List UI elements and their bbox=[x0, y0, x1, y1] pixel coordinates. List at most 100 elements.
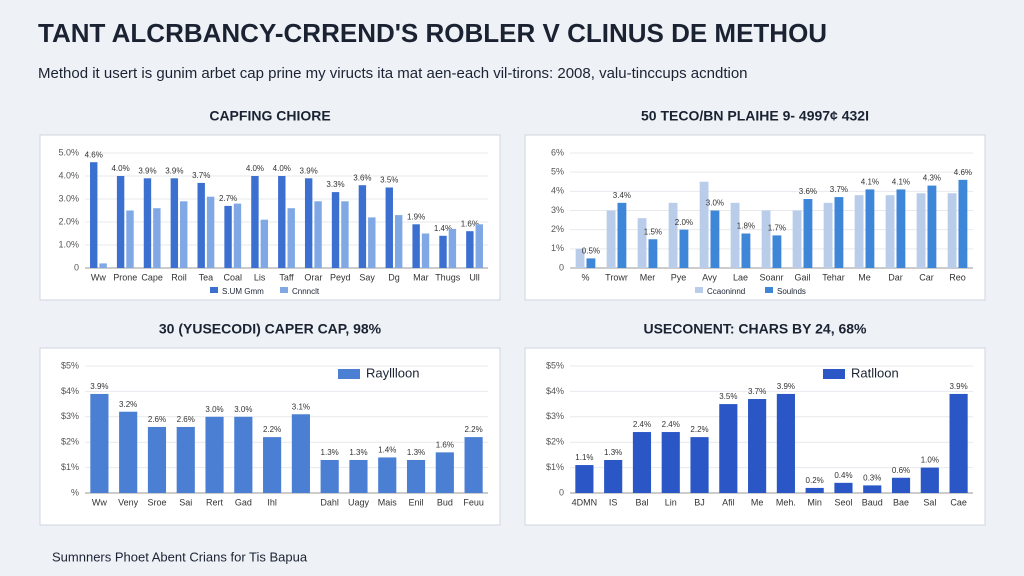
x-tick-label: 4DMN bbox=[572, 497, 598, 507]
x-tick-label: Baud bbox=[862, 497, 883, 507]
bar bbox=[234, 416, 253, 493]
bar bbox=[180, 201, 188, 268]
x-tick-label: Min bbox=[807, 497, 822, 507]
footer: Sumnners Phoet Abent Crians for Tis Bapu… bbox=[52, 549, 308, 564]
bar bbox=[661, 432, 680, 493]
value-label: 4.0% bbox=[111, 164, 129, 173]
bar bbox=[119, 411, 138, 493]
value-label: 3.9% bbox=[949, 382, 967, 391]
x-tick-label: Mer bbox=[640, 272, 656, 282]
legend-label: Ratlloon bbox=[851, 365, 899, 380]
y-tick-label: $4% bbox=[61, 386, 79, 396]
value-label: 4.0% bbox=[273, 164, 291, 173]
chart-title: 50 TECO/BN PLAIHE 9- 4997¢ 432I bbox=[641, 108, 869, 124]
chart-title: 30 (YUSECODI) CAPER CAP, 98% bbox=[159, 321, 382, 337]
value-label: 1.9% bbox=[407, 212, 425, 221]
bar bbox=[586, 258, 596, 268]
bar bbox=[947, 193, 957, 268]
x-tick-label: Me bbox=[751, 497, 764, 507]
value-label: 2.7% bbox=[219, 194, 237, 203]
bar bbox=[885, 195, 895, 268]
bar bbox=[896, 189, 906, 268]
value-label: 1.1% bbox=[575, 453, 593, 462]
x-tick-label: Lae bbox=[733, 272, 748, 282]
x-tick-label: Bud bbox=[437, 497, 453, 507]
legend-swatch bbox=[210, 287, 218, 293]
panel bbox=[39, 134, 501, 301]
x-tick-label: Peyd bbox=[330, 272, 351, 282]
y-tick-label: 4% bbox=[551, 186, 564, 196]
bar bbox=[263, 437, 282, 493]
x-tick-label: Roil bbox=[171, 272, 187, 282]
y-tick-label: 2.0% bbox=[58, 216, 79, 226]
x-tick-label: Car bbox=[919, 272, 934, 282]
bar bbox=[358, 185, 367, 268]
value-label: 1.7% bbox=[768, 224, 786, 233]
bar bbox=[176, 426, 195, 493]
bar bbox=[805, 487, 824, 493]
bar bbox=[448, 228, 457, 268]
bar bbox=[606, 210, 616, 268]
y-tick-label: 0 bbox=[74, 262, 79, 272]
x-tick-label: Sal bbox=[923, 497, 936, 507]
x-tick-label: Meh. bbox=[776, 497, 796, 507]
y-tick-label: $4% bbox=[546, 386, 564, 396]
value-label: 2.2% bbox=[690, 425, 708, 434]
bar bbox=[604, 459, 623, 493]
bar bbox=[648, 239, 658, 268]
bar bbox=[143, 178, 152, 268]
bar bbox=[320, 459, 339, 493]
y-tick-label: % bbox=[71, 487, 79, 497]
legend-label: Cnnnclt bbox=[292, 287, 320, 296]
bar bbox=[863, 485, 882, 493]
bar bbox=[435, 452, 454, 493]
panel bbox=[39, 347, 501, 526]
value-label: 3.6% bbox=[799, 187, 817, 196]
value-label: 1.3% bbox=[349, 448, 367, 457]
legend-label: Rayllloon bbox=[366, 365, 419, 380]
value-label: 3.2% bbox=[119, 400, 137, 409]
value-label: 4.0% bbox=[246, 164, 264, 173]
value-label: 1.3% bbox=[604, 448, 622, 457]
x-tick-label: IS bbox=[609, 497, 618, 507]
x-tick-label: Enil bbox=[409, 497, 424, 507]
bar bbox=[464, 437, 483, 493]
bar bbox=[126, 210, 134, 268]
x-tick-label: Trowr bbox=[605, 272, 628, 282]
x-tick-label: Uagy bbox=[348, 497, 370, 507]
value-label: 2.2% bbox=[263, 425, 281, 434]
x-tick-label: Ihl bbox=[267, 497, 277, 507]
x-tick-label: Tehar bbox=[822, 272, 845, 282]
value-label: 0.3% bbox=[863, 473, 881, 482]
value-label: 4.6% bbox=[85, 150, 103, 159]
value-label: 2.4% bbox=[633, 420, 651, 429]
x-tick-label: Coal bbox=[224, 272, 243, 282]
bar bbox=[421, 233, 430, 268]
x-tick-label: Soanr bbox=[759, 272, 783, 282]
y-tick-label: $5% bbox=[546, 360, 564, 370]
y-tick-label: $2% bbox=[61, 437, 79, 447]
bar bbox=[637, 218, 647, 268]
y-tick-label: 0 bbox=[559, 262, 564, 272]
x-tick-label: Mais bbox=[378, 497, 398, 507]
bar bbox=[719, 404, 738, 493]
x-tick-label: Dahl bbox=[320, 497, 339, 507]
bar bbox=[90, 393, 109, 493]
legend-swatch bbox=[338, 369, 360, 379]
value-label: 4.1% bbox=[861, 178, 879, 187]
bar bbox=[865, 189, 875, 268]
bar bbox=[466, 231, 474, 268]
x-tick-label: Bal bbox=[635, 497, 648, 507]
bar bbox=[116, 176, 125, 268]
value-label: 0.6% bbox=[892, 466, 910, 475]
y-tick-label: 3% bbox=[551, 205, 564, 215]
x-tick-label: Orar bbox=[304, 272, 322, 282]
bar bbox=[823, 202, 833, 268]
legend-swatch bbox=[280, 287, 288, 293]
x-tick-label: Say bbox=[359, 272, 375, 282]
x-tick-label: Veny bbox=[118, 497, 139, 507]
bar bbox=[439, 235, 447, 268]
y-tick-label: 5.0% bbox=[58, 147, 79, 157]
value-label: 1.6% bbox=[436, 440, 454, 449]
